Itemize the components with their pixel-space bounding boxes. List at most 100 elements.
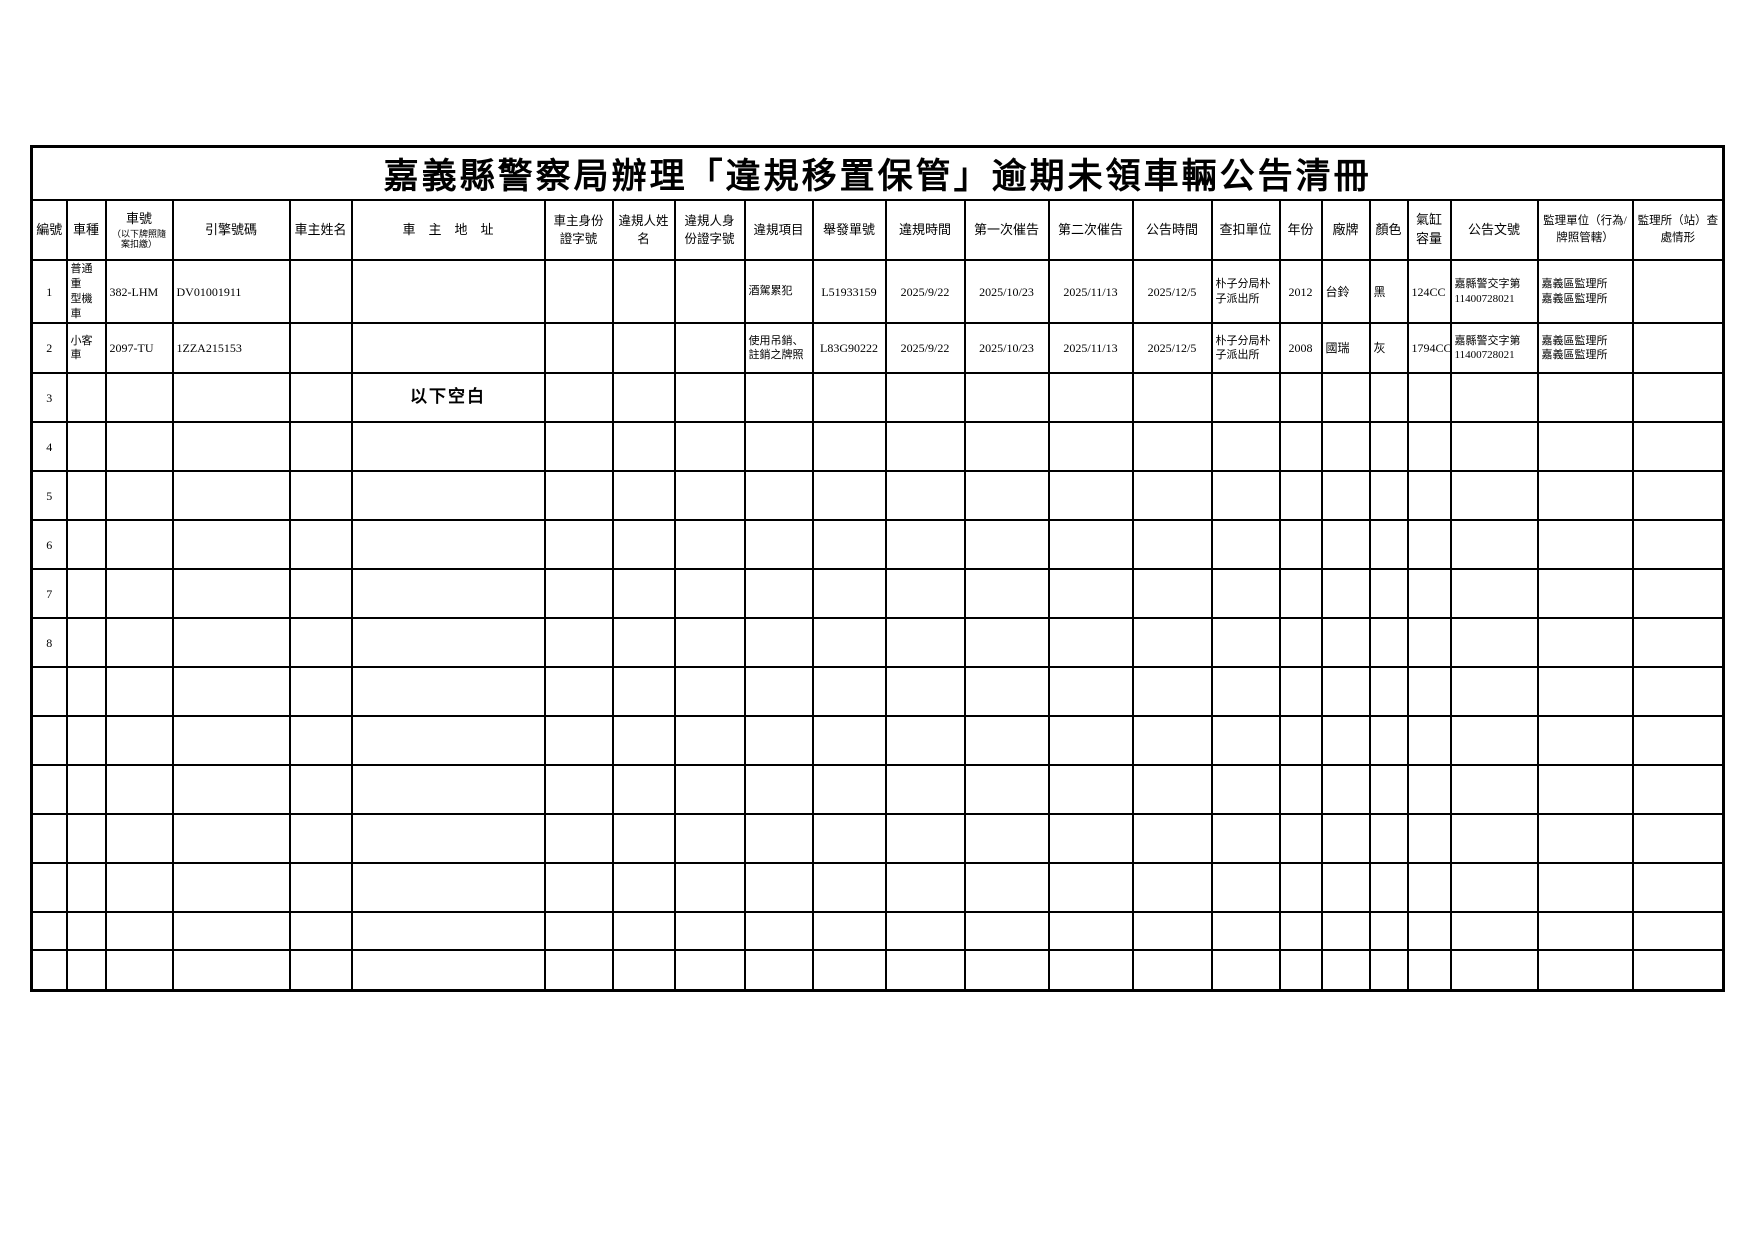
page-title: 嘉義縣警察局辦理「違規移置保管」逾期未領車輛公告清冊 — [30, 145, 1725, 201]
cell-announce-doc-no — [1449, 421, 1539, 473]
cell-no: 8 — [30, 617, 68, 669]
cell-year: 2008 — [1278, 322, 1323, 375]
cell-color — [1368, 949, 1409, 992]
col-header-label: 編號 — [36, 221, 63, 237]
cell-brand — [1320, 764, 1371, 816]
cell-violation-time — [884, 715, 966, 767]
cell-violation-time — [884, 421, 966, 473]
cell-announce-doc-no — [1449, 519, 1539, 571]
cell-owner-name — [288, 617, 353, 669]
cell-first-notice — [963, 862, 1050, 914]
col-header-engine-no: 引擎號碼 — [171, 199, 291, 261]
cell-plate-no — [104, 813, 174, 865]
cell-plate-no — [104, 764, 174, 816]
cell-owner-address — [350, 764, 546, 816]
cell-year — [1278, 470, 1323, 522]
cell-second-notice — [1047, 949, 1134, 992]
cell-violator-name — [611, 666, 676, 718]
cell-violator-id — [673, 519, 746, 571]
cell-announce-time — [1131, 519, 1213, 571]
cell-violator-id — [673, 764, 746, 816]
cell-owner-address — [350, 862, 546, 914]
col-header-violation-time: 違規時間 — [884, 199, 966, 261]
cell-vehicle-type — [65, 813, 107, 865]
cell-brand — [1320, 372, 1371, 424]
cell-violator-id — [673, 666, 746, 718]
cell-first-notice — [963, 372, 1050, 424]
cell-seizure-unit — [1210, 949, 1281, 992]
cell-violator-name — [611, 862, 676, 914]
cell-color — [1368, 617, 1409, 669]
cell-citation-no — [811, 666, 887, 718]
cell-announce-time: 2025/12/5 — [1131, 322, 1213, 375]
table-row: 5 — [30, 470, 1725, 522]
cell-violator-id — [673, 949, 746, 992]
cell-announce-time — [1131, 862, 1213, 914]
cell-owner-address — [350, 911, 546, 952]
cell-displacement — [1406, 764, 1452, 816]
cell-violation-item — [743, 715, 814, 767]
cell-second-notice — [1047, 470, 1134, 522]
cell-violator-name — [611, 617, 676, 669]
table-row — [30, 862, 1725, 914]
cell-announce-doc-no: 嘉縣警交字第 11400728021 — [1449, 322, 1539, 375]
cell-violation-item — [743, 421, 814, 473]
cell-vehicle-type — [65, 617, 107, 669]
cell-brand — [1320, 617, 1371, 669]
cell-engine-no — [171, 372, 291, 424]
cell-violator-name — [611, 372, 676, 424]
cell-citation-no: L51933159 — [811, 258, 887, 325]
cell-engine-no — [171, 519, 291, 571]
col-header-brand: 廠牌 — [1320, 199, 1371, 261]
cell-first-notice — [963, 470, 1050, 522]
header-row: 編號 車種 車號 （以下牌照隨案扣繳） 引擎號碼 車主姓名車 主 地 址車主身份證字號 違規… — [30, 199, 1725, 261]
cell-color — [1368, 421, 1409, 473]
cell-first-notice — [963, 715, 1050, 767]
cell-announce-doc-no — [1449, 470, 1539, 522]
cell-no — [30, 911, 68, 952]
table-row — [30, 666, 1725, 718]
cell-citation-no — [811, 764, 887, 816]
cell-violator-name — [611, 568, 676, 620]
cell-year — [1278, 666, 1323, 718]
cell-second-notice — [1047, 568, 1134, 620]
cell-citation-no — [811, 372, 887, 424]
cell-displacement — [1406, 519, 1452, 571]
cell-owner-address — [350, 322, 546, 375]
table-row: 7 — [30, 568, 1725, 620]
cell-vehicle-type — [65, 911, 107, 952]
cell-year — [1278, 715, 1323, 767]
cell-seizure-unit — [1210, 715, 1281, 767]
col-header-label: 車主姓名 — [294, 221, 347, 237]
cell-violator-name — [611, 258, 676, 325]
cell-citation-no: L83G90222 — [811, 322, 887, 375]
cell-announce-doc-no — [1449, 568, 1539, 620]
col-header-label: 違規時間 — [898, 221, 951, 237]
cell-year — [1278, 617, 1323, 669]
cell-displacement — [1406, 715, 1452, 767]
cell-violation-item — [743, 470, 814, 522]
col-header-label: 顏色 — [1375, 221, 1402, 237]
cell-owner-address — [350, 715, 546, 767]
cell-vehicle-type — [65, 519, 107, 571]
cell-owner-id — [543, 911, 614, 952]
col-header-label: 引擎號碼 — [204, 221, 257, 237]
cell-plate-no — [104, 617, 174, 669]
cell-reg-station-status — [1631, 764, 1725, 816]
cell-reg-unit — [1536, 617, 1634, 669]
cell-first-notice — [963, 764, 1050, 816]
cell-first-notice: 2025/10/23 — [963, 322, 1050, 375]
cell-announce-doc-no — [1449, 666, 1539, 718]
cell-reg-station-status — [1631, 949, 1725, 992]
cell-announce-time — [1131, 372, 1213, 424]
cell-brand — [1320, 813, 1371, 865]
cell-seizure-unit — [1210, 764, 1281, 816]
cell-no — [30, 666, 68, 718]
cell-engine-no: 1ZZA215153 — [171, 322, 291, 375]
cell-owner-name — [288, 813, 353, 865]
cell-color — [1368, 372, 1409, 424]
cell-owner-id — [543, 813, 614, 865]
cell-engine-no — [171, 862, 291, 914]
cell-vehicle-type — [65, 949, 107, 992]
cell-owner-id — [543, 421, 614, 473]
